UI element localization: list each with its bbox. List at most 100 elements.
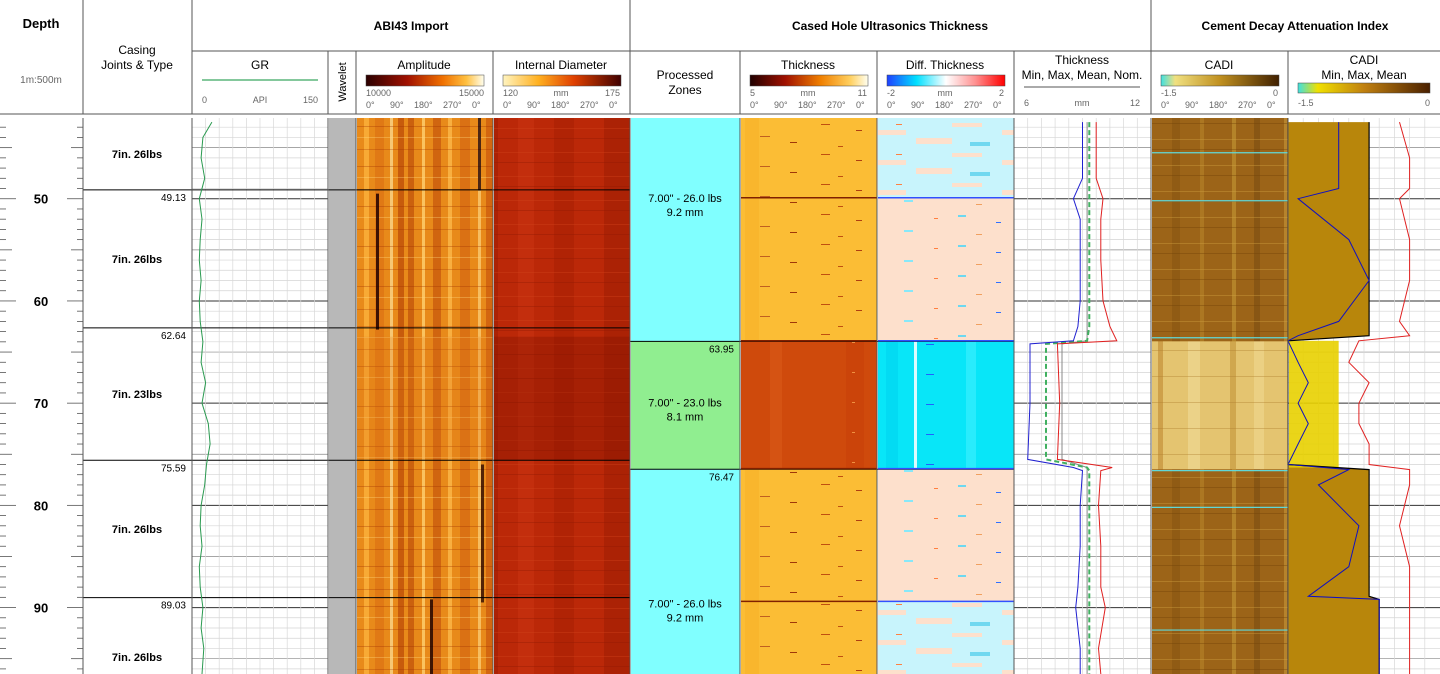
id-az-0: 0° (503, 100, 512, 110)
cadi-max: 0 (1273, 88, 1278, 98)
diff-az-3: 270° (964, 100, 983, 110)
abi-group-header: ABI43 Import (374, 19, 449, 33)
gr-curve (198, 121, 213, 674)
amplitude-min: 10000 (366, 88, 391, 98)
thk-az-3: 270° (827, 100, 846, 110)
cadi-group-header: Cement Decay Attenuation Index (1202, 19, 1389, 33)
diff-thickness-top-joint (878, 118, 1014, 198)
amplitude-zone-23lbs (357, 336, 493, 461)
id-max: 175 (605, 88, 620, 98)
log-body: 50 60 70 80 90 7in. 26lbs 7in. 26lbs 7in. 23lbs… (0, 118, 1440, 674)
processed-zone-1 (631, 341, 740, 470)
casing-joint-label-1: 7in. 26lbs (112, 254, 162, 266)
diff-thickness-zone-1 (878, 341, 1014, 470)
amplitude-streak-1 (376, 193, 379, 330)
diff-max: 2 (999, 88, 1004, 98)
zone-label-line1-1: 7.00" - 23.0 lbs (648, 397, 722, 409)
amp-az-4: 0° (472, 100, 481, 110)
id-min: 120 (503, 88, 518, 98)
thickness-max-curve (1056, 122, 1118, 674)
joint-depth-label-0: 49.13 (161, 193, 186, 204)
diff-az-4: 0° (993, 100, 1002, 110)
amplitude-streak-3 (430, 599, 433, 674)
cadi-azimuth-ticks: 0° 90° 180° 270° 0° (1161, 100, 1276, 110)
internal-diameter-image (494, 118, 630, 674)
internal-diameter-title: Internal Diameter (515, 58, 607, 72)
amplitude-streak-2 (481, 464, 484, 603)
amp-az-0: 0° (366, 100, 375, 110)
cadi-az-2: 180° (1209, 100, 1228, 110)
cadi-colorbar (1160, 74, 1280, 87)
amp-az-1: 90° (390, 100, 404, 110)
ts-unit: mm (1075, 98, 1090, 108)
thickness-stats-title-1: Thickness (1055, 53, 1109, 67)
cadi-stats-title-2: Min, Max, Mean (1321, 68, 1406, 82)
cadi-title: CADI (1205, 58, 1234, 72)
scale-label: 1m:500m (20, 75, 62, 86)
amplitude-title: Amplitude (397, 58, 451, 72)
chut-group-header: Cased Hole Ultrasonics Thickness (792, 19, 988, 33)
thk-az-0: 0° (750, 100, 759, 110)
zone-top-label-2: 76.47 (709, 472, 734, 483)
thk-az-1: 90° (774, 100, 788, 110)
thk-max: 11 (858, 88, 867, 98)
casing-joint-label-3: 7in. 26lbs (112, 524, 162, 536)
internal-diameter-colorbar (502, 74, 622, 87)
casing-joint-label-2: 7in. 23lbs (112, 389, 162, 401)
cadi-az-1: 90° (1185, 100, 1199, 110)
depth-label-60: 60 (34, 294, 48, 309)
diff-min: -2 (887, 88, 895, 98)
cs-min: -1.5 (1298, 98, 1314, 108)
cadi-az-3: 270° (1238, 100, 1257, 110)
casing-joint-label-0: 7in. 26lbs (112, 149, 162, 161)
gr-min: 0 (202, 95, 207, 105)
cadi-az-4: 0° (1267, 100, 1276, 110)
zone-label-line2-2: 9.2 mm (667, 613, 704, 625)
casing-header-line1: Casing (118, 43, 155, 57)
cadi-az-0: 0° (1161, 100, 1170, 110)
thickness-nominal-curve (1061, 122, 1088, 674)
diff-unit: mm (938, 88, 953, 98)
amplitude-streak-4 (478, 118, 481, 191)
zone-label-line2-1: 8.1 mm (667, 411, 704, 423)
cadi-min-curve (1287, 122, 1380, 674)
depth-label-70: 70 (34, 396, 48, 411)
amp-az-3: 270° (443, 100, 462, 110)
thk-azimuth-ticks: 0° 90° 180° 270° 0° (750, 100, 865, 110)
id-az-3: 270° (580, 100, 599, 110)
ts-max: 12 (1130, 98, 1140, 108)
thickness-stats-title-2: Min, Max, Mean, Nom. (1022, 68, 1143, 82)
diff-thickness-bottom-joint (878, 601, 1014, 674)
log-data-layer: 50 60 70 80 90 7in. 26lbs 7in. 26lbs 7in. 23lbs… (34, 118, 1411, 674)
cadi-stats-title-1: CADI (1350, 53, 1379, 67)
zone-label-line1-2: 7.00" - 26.0 lbs (648, 599, 722, 611)
depth-label-50: 50 (34, 192, 48, 207)
thickness-zone-2 (741, 469, 877, 674)
joint-depth-label-2: 75.59 (161, 463, 186, 474)
thickness-title: Thickness (781, 58, 835, 72)
processed-zones-title-2: Zones (668, 83, 701, 97)
thickness-zone-1 (741, 341, 877, 470)
amplitude-azimuth-ticks: 0° 90° 180° 270° 0° (366, 100, 481, 110)
diff-az-1: 90° (911, 100, 925, 110)
zone-top-label-1: 63.95 (709, 344, 734, 355)
id-az-4: 0° (609, 100, 618, 110)
ts-min: 6 (1024, 98, 1029, 108)
id-unit: mm (554, 88, 569, 98)
amplitude-image (357, 118, 493, 674)
thk-az-2: 180° (798, 100, 817, 110)
thickness-colorbar (749, 74, 869, 87)
joint-depth-label-1: 62.64 (161, 331, 186, 342)
amplitude-colorbar (365, 74, 485, 87)
gr-unit: API (253, 95, 268, 105)
wavelet-track (329, 118, 356, 674)
processed-zone-2 (631, 469, 740, 674)
diff-az-2: 180° (935, 100, 954, 110)
amp-az-2: 180° (414, 100, 433, 110)
gr-max: 150 (303, 95, 318, 105)
joint-depth-label-3: 89.03 (161, 601, 186, 612)
id-az-2: 180° (551, 100, 570, 110)
zone-label-line1-0: 7.00" - 26.0 lbs (648, 193, 722, 205)
diff-az-0: 0° (887, 100, 896, 110)
processed-zones-title-1: Processed (657, 68, 714, 82)
